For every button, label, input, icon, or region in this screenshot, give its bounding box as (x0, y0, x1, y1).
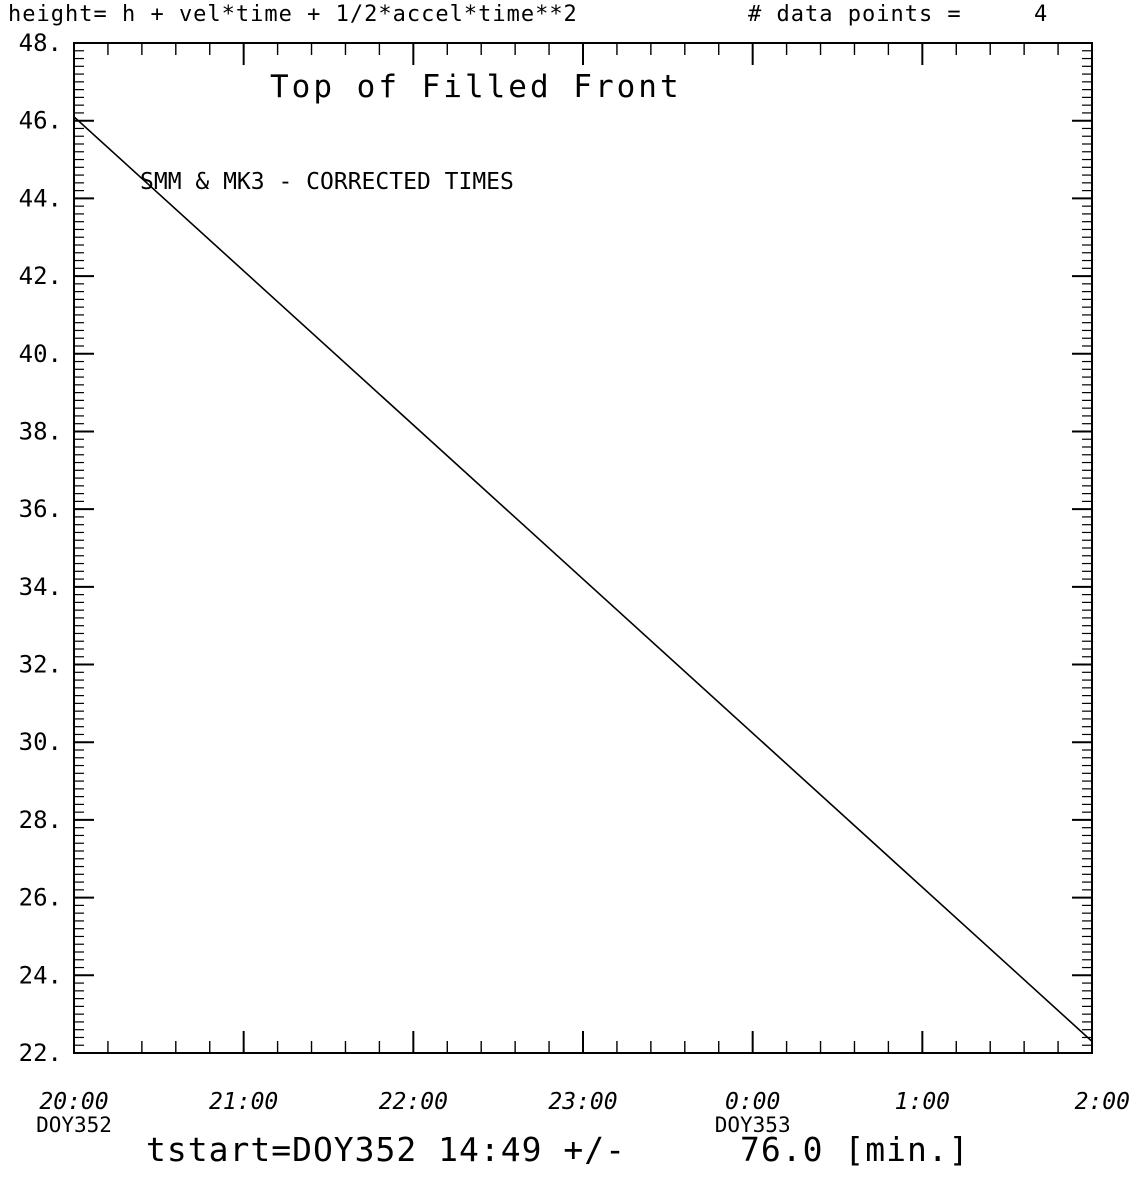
y-tick-label: 30. (19, 728, 62, 756)
y-tick-label: 40. (19, 340, 62, 368)
y-tick-label: 44. (19, 184, 62, 212)
x-tick-label: 1:00 (895, 1089, 950, 1115)
fit-line (74, 117, 1092, 1042)
y-tick-label: 26. (19, 884, 62, 912)
y-tick-label: 32. (19, 651, 62, 679)
y-tick-label: 22. (19, 1039, 62, 1067)
chart-annotation: SMM & MK3 - CORRECTED TIMES (140, 169, 514, 195)
y-tick-label: 28. (19, 806, 62, 834)
y-tick-label: 24. (19, 961, 62, 989)
x-tick-label: 2:00 (1075, 1089, 1130, 1115)
x-tick-label: 22:00 (379, 1089, 448, 1115)
y-tick-label: 46. (19, 107, 62, 135)
y-tick-label: 34. (19, 573, 62, 601)
y-tick-label: 42. (19, 262, 62, 290)
tstart-uncertainty: 76.0 [min.] (740, 1130, 970, 1169)
y-tick-label: 36. (19, 495, 62, 523)
x-tick-label: 0:00 (725, 1089, 780, 1115)
chart-title: Top of Filled Front (270, 69, 682, 105)
x-tick-label: 23:00 (548, 1089, 617, 1115)
x-tick-sublabel: DOY352 (36, 1113, 112, 1137)
x-tick-label: 20:00 (39, 1089, 108, 1115)
y-tick-label: 48. (19, 29, 62, 57)
x-tick-label: 21:00 (209, 1089, 278, 1115)
y-tick-label: 38. (19, 417, 62, 445)
tstart-label: tstart=DOY352 14:49 +/- (146, 1130, 626, 1169)
